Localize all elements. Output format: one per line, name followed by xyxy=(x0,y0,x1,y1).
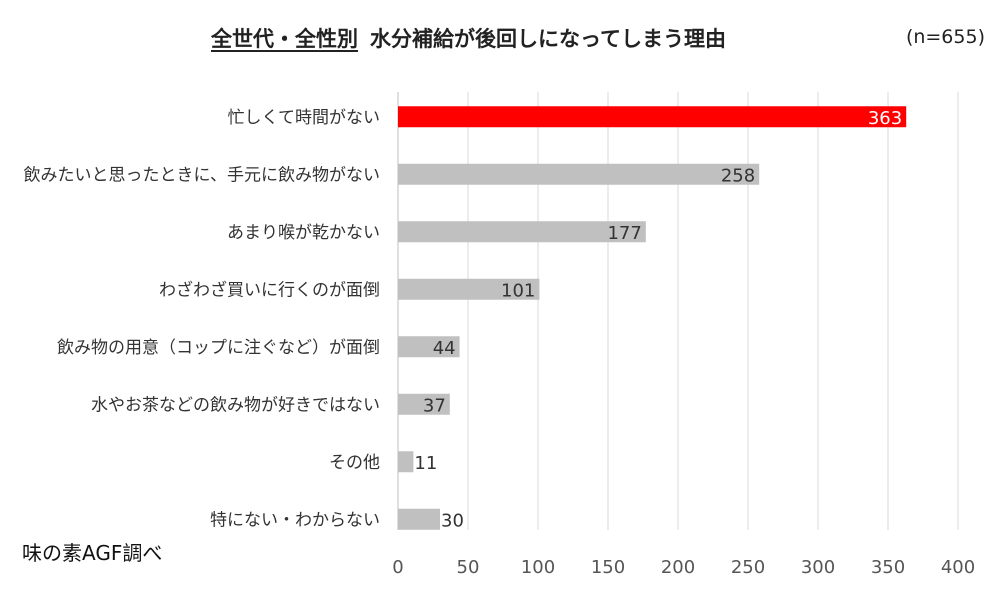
category-label: 飲み物の用意（コップに注ぐなど）が面倒 xyxy=(57,338,380,358)
category-label: あまり喉が乾かない xyxy=(227,223,380,243)
x-axis-tick-labels: 0 50 100 150 200 250 300 350 400 xyxy=(392,557,975,578)
category-label: わざわざ買いに行くのが面倒 xyxy=(159,279,380,300)
bar xyxy=(398,393,450,415)
category-label: 特にない・わからない xyxy=(210,510,380,530)
bar xyxy=(398,336,460,358)
bars: 363 258 177 101 44 37 11 30 xyxy=(398,106,907,531)
sample-size-label: (n=655) xyxy=(906,26,985,48)
gridlines xyxy=(467,92,959,530)
bar-value-label: 37 xyxy=(423,395,446,416)
bar xyxy=(398,278,540,300)
chart-title: 全世代・全性別 水分補給が後回しになってしまう理由 xyxy=(210,27,726,52)
source-note: 味の素AGF調べ xyxy=(22,541,162,565)
category-labels: 忙しくて時間がない飲みたいと思ったときに、手元に飲み物がないあまり喉が乾かないわ… xyxy=(24,108,381,531)
x-tick-label: 350 xyxy=(871,557,905,578)
bar-value-label: 177 xyxy=(607,223,641,244)
category-label: その他 xyxy=(329,453,380,473)
bar xyxy=(398,221,646,243)
bar xyxy=(398,451,414,473)
x-tick-label: 400 xyxy=(941,557,975,578)
x-tick-label: 250 xyxy=(731,557,765,578)
bar xyxy=(398,508,440,530)
bar-value-label: 11 xyxy=(414,453,437,474)
x-tick-label: 150 xyxy=(591,557,625,578)
x-tick-label: 0 xyxy=(392,557,403,578)
bar xyxy=(398,163,760,185)
x-tick-label: 200 xyxy=(661,557,695,578)
category-label: 飲みたいと思ったときに、手元に飲み物がない xyxy=(24,165,381,185)
bar-value-label: 30 xyxy=(441,510,464,531)
category-label: 水やお茶などの飲み物が好きではない xyxy=(91,395,380,415)
bar-value-label: 363 xyxy=(868,108,902,129)
x-tick-label: 100 xyxy=(521,557,555,578)
bar-value-label: 258 xyxy=(721,165,755,186)
category-label: 忙しくて時間がない xyxy=(228,108,381,128)
bar-value-label: 44 xyxy=(433,338,456,359)
x-tick-label: 50 xyxy=(457,557,480,578)
x-tick-label: 300 xyxy=(801,557,835,578)
chart-title-underlined: 全世代・全性別 xyxy=(210,27,358,51)
chart-title-main: 水分補給が後回しになってしまう理由 xyxy=(370,27,726,51)
bar-value-label: 101 xyxy=(501,280,535,301)
bar xyxy=(398,106,907,128)
